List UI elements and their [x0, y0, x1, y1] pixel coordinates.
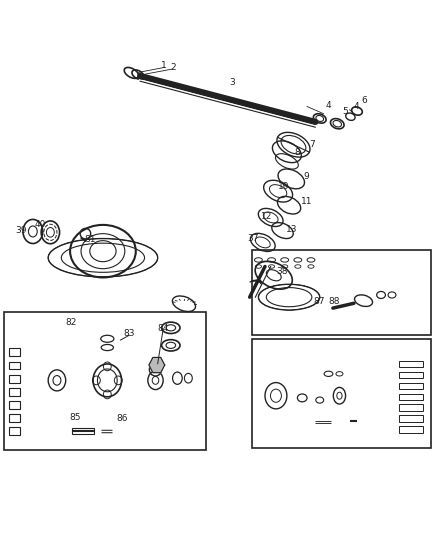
Text: 37: 37 — [247, 233, 259, 243]
Text: 4: 4 — [326, 101, 331, 110]
Bar — [4, 312, 206, 450]
Text: 8: 8 — [294, 148, 300, 157]
Text: 40: 40 — [35, 220, 46, 229]
Bar — [399, 405, 423, 411]
Bar — [399, 372, 423, 378]
Text: 7: 7 — [309, 140, 315, 149]
Bar — [399, 415, 423, 422]
Text: 5: 5 — [342, 107, 348, 116]
Text: 38: 38 — [276, 267, 287, 276]
Text: 87: 87 — [313, 297, 325, 306]
Text: 88: 88 — [328, 297, 340, 306]
Text: 6: 6 — [361, 95, 367, 104]
Bar — [9, 414, 20, 422]
Text: 3: 3 — [229, 78, 235, 87]
Text: 84: 84 — [157, 324, 169, 333]
Text: 9: 9 — [304, 172, 310, 181]
Bar — [9, 427, 20, 435]
Bar — [252, 339, 431, 448]
Bar — [9, 375, 20, 383]
Text: 85: 85 — [70, 413, 81, 422]
Bar — [72, 427, 94, 434]
Text: 82: 82 — [65, 318, 77, 327]
Text: 1: 1 — [161, 61, 167, 69]
Text: 10: 10 — [278, 182, 290, 191]
Text: 12: 12 — [261, 212, 272, 221]
Bar — [399, 426, 423, 433]
Polygon shape — [149, 358, 165, 373]
Text: 13: 13 — [286, 225, 297, 234]
Text: 11: 11 — [301, 197, 312, 206]
Text: 39: 39 — [15, 225, 27, 235]
Text: 86: 86 — [116, 415, 127, 423]
Bar — [9, 349, 20, 356]
Bar — [399, 383, 423, 389]
Bar — [399, 361, 423, 367]
Text: 81: 81 — [84, 235, 95, 244]
Text: 4: 4 — [353, 102, 359, 111]
Bar — [9, 401, 20, 409]
Bar — [399, 393, 423, 400]
Bar — [252, 250, 431, 335]
Bar — [9, 361, 20, 369]
Text: 2: 2 — [170, 63, 176, 72]
Bar — [9, 388, 20, 395]
Text: 83: 83 — [124, 329, 135, 338]
